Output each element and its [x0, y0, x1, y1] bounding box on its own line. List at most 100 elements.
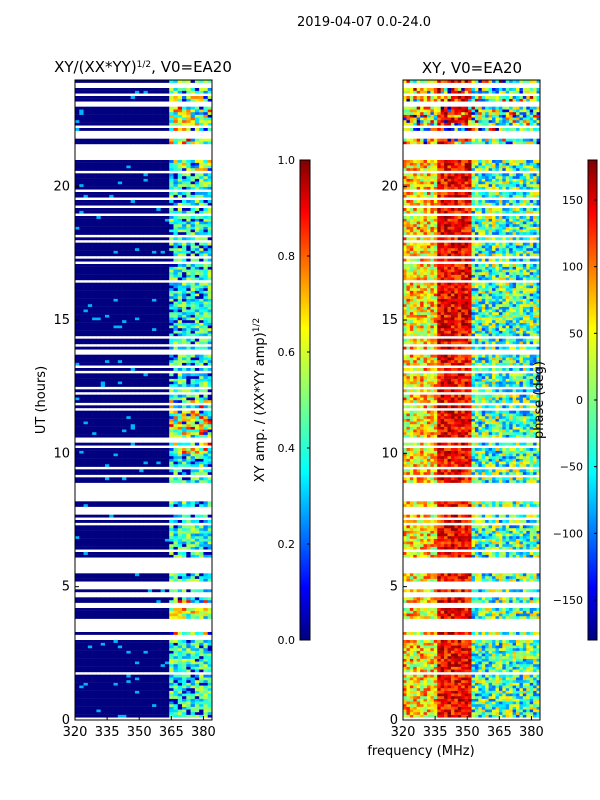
amp-cell — [152, 341, 157, 345]
amp-cell — [143, 464, 149, 467]
amp-cell — [126, 245, 131, 249]
amp-cell — [100, 693, 106, 697]
amp-cell — [164, 162, 170, 166]
amp-cell — [126, 704, 131, 707]
amp-cell — [130, 397, 136, 401]
amp-cell — [75, 328, 80, 331]
amp-cell — [203, 218, 209, 222]
amp-cell — [199, 645, 204, 649]
amp-cell — [199, 464, 204, 467]
amp-cell — [109, 514, 114, 518]
amp-cell — [199, 272, 204, 275]
amp-cell — [79, 389, 84, 393]
amp-cell — [203, 650, 209, 654]
amp-cell — [139, 320, 144, 323]
amp-cell — [117, 426, 123, 430]
amp-cell — [92, 266, 97, 270]
amp-cell — [199, 229, 204, 233]
amp-cell — [79, 277, 84, 281]
amp-cell — [177, 664, 183, 667]
amp-cell — [164, 394, 170, 398]
amp-cell — [126, 186, 131, 190]
amp-cell — [83, 712, 89, 715]
amp-cell — [156, 453, 161, 457]
amp-cell — [186, 538, 191, 542]
amp-cell — [156, 554, 161, 558]
amp-cell — [169, 298, 174, 302]
amp-cell — [100, 464, 106, 467]
amp-cell — [139, 122, 144, 126]
amp-cell — [96, 138, 101, 142]
amp-cell — [113, 400, 119, 403]
amp-cell — [190, 546, 196, 550]
amp-cell — [147, 229, 153, 233]
amp-cell — [190, 669, 196, 673]
amp-cell — [156, 680, 161, 683]
amp-cell — [139, 426, 144, 430]
amp-cell — [117, 288, 123, 291]
amp-cell — [143, 381, 149, 385]
amp-cell — [173, 394, 179, 398]
amp-cell — [156, 434, 161, 438]
amp-cell — [134, 293, 140, 297]
amp-cell — [147, 178, 153, 182]
amp-cell — [199, 698, 204, 702]
amp-cell — [143, 221, 149, 225]
amp-cell — [173, 290, 179, 294]
amp-cell — [96, 360, 101, 363]
amp-cell — [100, 714, 106, 718]
amp-cell — [194, 186, 200, 190]
amp-cell — [122, 120, 127, 123]
amp-cell — [203, 128, 209, 131]
amp-cell — [143, 218, 149, 222]
amp-cell — [169, 472, 174, 475]
amp-cell — [207, 410, 213, 414]
amp-cell — [203, 200, 209, 203]
amp-cell — [134, 650, 140, 654]
amp-cell — [169, 208, 174, 211]
amp-cell — [75, 128, 80, 131]
amp-cell — [169, 266, 174, 270]
amp-cell — [75, 248, 80, 251]
amp-cell — [160, 384, 166, 387]
amp-cell — [92, 464, 97, 467]
amp-cell — [156, 165, 161, 169]
amp-cell — [100, 173, 106, 177]
amp-cell — [203, 453, 209, 457]
amp-cell — [152, 328, 157, 331]
amp-cell — [152, 597, 157, 601]
amp-cell — [122, 360, 127, 363]
amp-cell — [169, 421, 174, 425]
amp-cell — [92, 138, 97, 142]
amp-cell — [75, 304, 80, 307]
amp-cell — [79, 680, 84, 683]
amp-cell — [122, 378, 127, 382]
amp-cell — [130, 224, 136, 227]
amp-cell — [194, 258, 200, 262]
amp-cell — [83, 714, 89, 718]
amp-cell — [100, 192, 106, 195]
amp-cell — [134, 200, 140, 203]
amp-cell — [169, 293, 174, 297]
amp-cell — [199, 453, 204, 457]
amp-cell — [92, 677, 97, 681]
amp-cell — [203, 274, 209, 278]
amp-cell — [100, 224, 106, 227]
amp-cell — [207, 453, 213, 457]
amp-cell — [164, 405, 170, 409]
amp-cell — [203, 682, 209, 686]
amp-cell — [173, 322, 179, 326]
amp-cell — [130, 685, 136, 689]
amp-cell — [156, 477, 161, 481]
amp-cell — [199, 421, 204, 425]
amp-cell — [173, 405, 179, 409]
amp-cell — [109, 208, 114, 211]
amp-cell — [164, 528, 170, 531]
amp-cell — [182, 210, 187, 214]
amp-cell — [152, 461, 157, 465]
amp-cell — [147, 258, 153, 262]
amp-cell — [190, 597, 196, 601]
amp-cell — [190, 658, 196, 662]
amp-cell — [134, 320, 140, 323]
amp-cell — [92, 168, 97, 171]
